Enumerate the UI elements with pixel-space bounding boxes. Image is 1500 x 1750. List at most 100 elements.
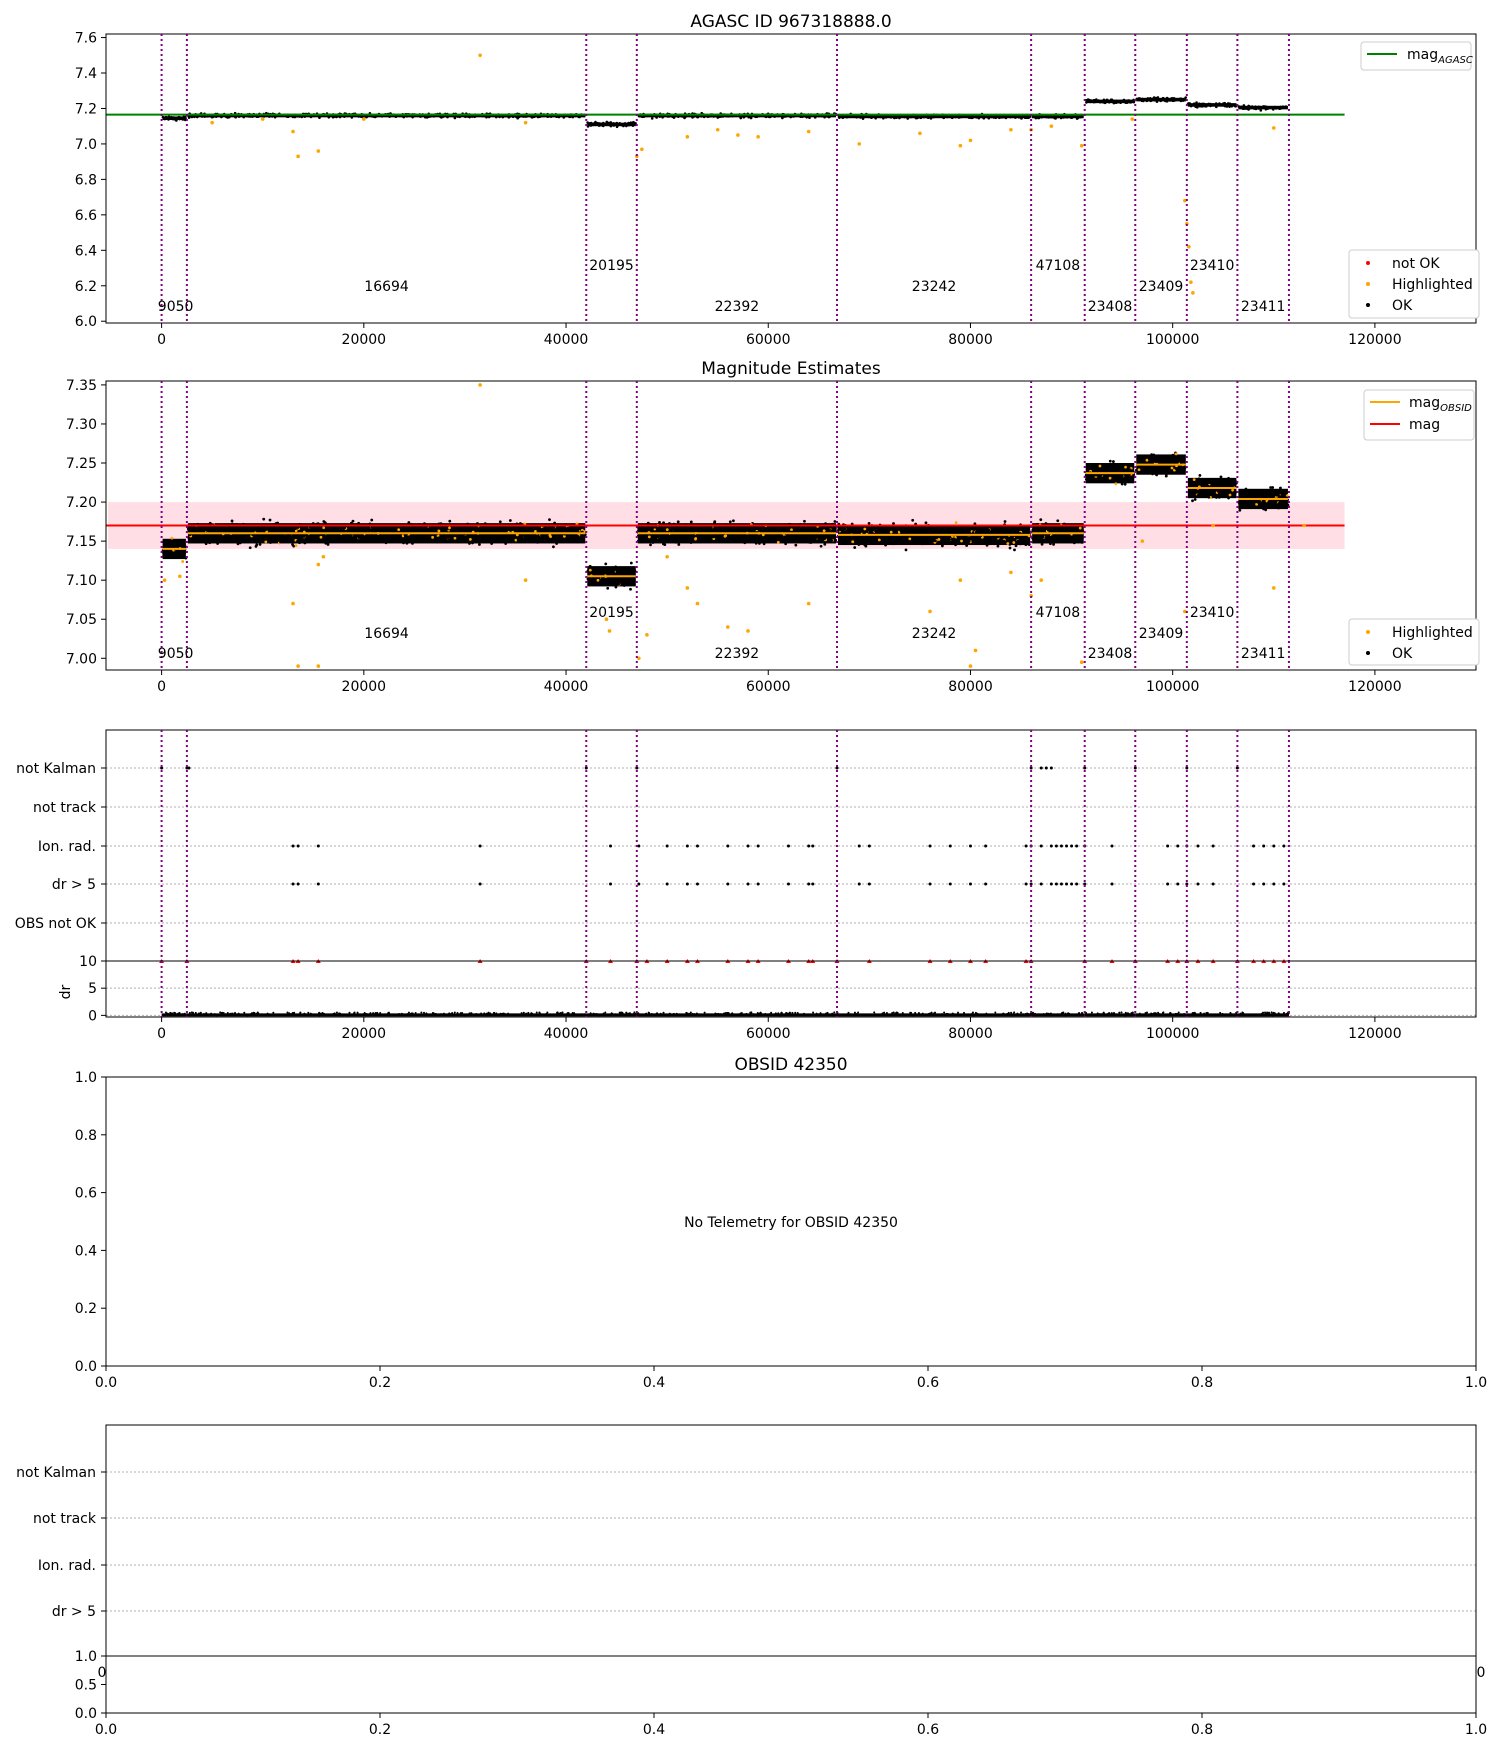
mag-estimates-highlighted-point bbox=[1009, 570, 1013, 575]
mag-estimates-point bbox=[1269, 486, 1273, 489]
mag-estimates-point bbox=[568, 537, 572, 540]
mag-estimates-point bbox=[1153, 465, 1157, 468]
mag-estimates-point bbox=[287, 536, 291, 539]
mag-estimates-point bbox=[596, 578, 600, 582]
agasc-ok-point bbox=[1098, 100, 1102, 104]
mag-estimates-point bbox=[1228, 493, 1232, 497]
mag-estimates-point bbox=[1019, 528, 1023, 532]
agasc-ok-point bbox=[1119, 100, 1123, 104]
mag-estimates-point bbox=[814, 537, 817, 540]
mag-estimates-point bbox=[691, 539, 695, 543]
mag-estimates-point bbox=[868, 538, 872, 542]
mag-estimates-point bbox=[311, 522, 315, 525]
mag-estimates-point bbox=[203, 526, 206, 530]
mag-estimates-point bbox=[533, 529, 537, 533]
mag-estimates-point bbox=[1255, 500, 1259, 504]
mag-estimates-point bbox=[483, 522, 487, 526]
mag-estimates-point bbox=[194, 526, 198, 530]
agasc-highlighted-point bbox=[210, 120, 214, 125]
agasc-ok-point bbox=[609, 124, 613, 128]
mag-estimates-point bbox=[513, 534, 517, 538]
mag-estimates-point bbox=[674, 534, 678, 538]
mag-estimates-point bbox=[247, 527, 251, 531]
mag-estimates-point bbox=[312, 540, 316, 543]
dr-ok-point bbox=[313, 1013, 316, 1016]
agasc-ok-point bbox=[1156, 96, 1160, 99]
dr-ok-point bbox=[252, 1014, 255, 1017]
mag-estimates-point bbox=[268, 527, 272, 531]
mag-estimates-point bbox=[328, 529, 332, 533]
agasc-ok-point bbox=[881, 115, 885, 118]
mag-estimates-point bbox=[1267, 493, 1271, 496]
agasc-ok-point bbox=[910, 115, 913, 119]
mag-estimates-point bbox=[739, 527, 743, 531]
mag-estimates-point bbox=[191, 537, 195, 541]
mag-estimates-highlighted-point bbox=[1079, 660, 1084, 664]
agasc-ok-point bbox=[1217, 103, 1221, 106]
mag-estimates-point bbox=[546, 534, 550, 538]
mag-estimates-point bbox=[548, 539, 552, 542]
agasc-ok-point bbox=[335, 115, 338, 119]
dr-ok-point bbox=[452, 1014, 455, 1017]
mag-estimates-point bbox=[658, 521, 661, 524]
mag-estimates-point bbox=[1003, 520, 1007, 523]
dr-ok-point bbox=[348, 1011, 351, 1014]
mag-estimates-point bbox=[1137, 460, 1141, 464]
agasc-highlighted-point bbox=[316, 149, 321, 153]
mag-estimates-point bbox=[1142, 469, 1146, 473]
mag-estimates-point bbox=[528, 539, 531, 543]
mag-estimates-point bbox=[890, 539, 893, 543]
mag-estimates-point bbox=[798, 539, 802, 543]
mag-estimates-point bbox=[816, 536, 820, 539]
flags-flag-point bbox=[807, 844, 811, 848]
dr-ok-point bbox=[212, 1014, 215, 1017]
mag-estimates-point bbox=[198, 527, 202, 531]
mag-estimates-point bbox=[1174, 452, 1178, 456]
mag-estimates-point bbox=[401, 529, 405, 532]
mag-estimates-point bbox=[784, 529, 788, 533]
mag-estimates-point bbox=[784, 542, 788, 546]
flags-flag-point bbox=[1070, 844, 1074, 848]
agasc-ok-point bbox=[1254, 107, 1257, 111]
agasc-ok-point bbox=[193, 115, 196, 119]
mag-estimates-point bbox=[961, 526, 965, 530]
dr-ok-point bbox=[229, 1012, 232, 1015]
mag-estimates-point bbox=[863, 527, 867, 531]
agasc-ok-point bbox=[945, 115, 949, 119]
mag-estimates-point bbox=[378, 535, 382, 538]
agasc-ok-point bbox=[1195, 101, 1198, 104]
agasc-ok-point bbox=[681, 115, 684, 118]
mag-estimates-point bbox=[322, 539, 326, 543]
agasc-ok-point bbox=[1088, 100, 1092, 103]
agasc-ok-point bbox=[634, 121, 637, 125]
mag-estimates-point bbox=[281, 538, 285, 542]
mag-estimates-point bbox=[993, 527, 997, 531]
mag-estimates-point bbox=[409, 529, 412, 533]
mag-estimates-point bbox=[541, 527, 545, 531]
mag-estimates-point bbox=[195, 535, 199, 539]
mag-estimates-point bbox=[516, 538, 520, 542]
flags-flag-point bbox=[1176, 844, 1180, 848]
mag-estimates-point bbox=[535, 540, 539, 544]
mag-estimates-point bbox=[576, 534, 580, 538]
mag-estimates-point bbox=[857, 543, 861, 546]
agasc-ok-point bbox=[1205, 103, 1209, 107]
agasc-ok-point bbox=[650, 117, 654, 120]
agasc-ok-point bbox=[1278, 106, 1282, 110]
mag-estimates-point bbox=[1049, 529, 1053, 532]
agasc-ok-point bbox=[373, 115, 376, 118]
mag-estimates-point bbox=[517, 529, 520, 533]
agasc-ok-point bbox=[365, 115, 369, 118]
mag-estimates-point bbox=[349, 521, 353, 525]
agasc-ok-point bbox=[1116, 100, 1120, 104]
mag-estimates-point bbox=[1103, 469, 1107, 473]
mag-estimates-point bbox=[1072, 541, 1076, 545]
mag-estimates-point bbox=[529, 533, 533, 537]
mag-estimates-point bbox=[823, 537, 826, 541]
mag-estimates-point bbox=[523, 533, 527, 537]
mag-estimates-point bbox=[919, 531, 923, 535]
mag-estimates-point bbox=[444, 534, 448, 538]
mag-estimates-point bbox=[325, 526, 329, 530]
agasc-ok-point bbox=[1284, 106, 1288, 109]
flags-flag-point bbox=[609, 882, 613, 886]
